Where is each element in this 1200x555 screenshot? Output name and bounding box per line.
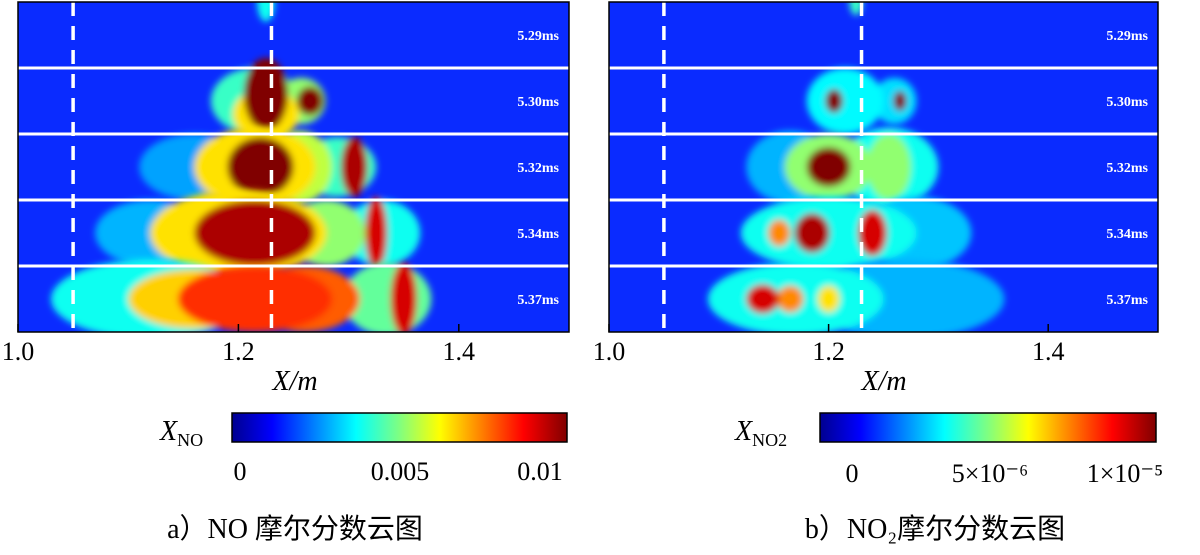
plot-frame bbox=[17, 1, 570, 333]
time-label: 5.34ms bbox=[517, 227, 559, 242]
colorbar-tick-label-b-2: 1×10⁻⁵ bbox=[1087, 459, 1163, 488]
heat-blob bbox=[746, 284, 780, 314]
colorbar-tick-label-a-2: 0.01 bbox=[517, 457, 563, 486]
colorbar-tick-label-b-1: 5×10⁻⁶ bbox=[952, 459, 1028, 488]
heat-blob bbox=[243, 58, 288, 131]
heat-blob bbox=[858, 209, 887, 257]
heat-blob bbox=[867, 134, 911, 200]
x-axis-b: 1.0 1.2 1.4 bbox=[593, 324, 1065, 366]
x-tick-label: 1.4 bbox=[1032, 337, 1065, 366]
heat-blob bbox=[177, 266, 333, 332]
x-axis-label-text-a: X/m bbox=[271, 366, 317, 397]
time-label: 5.32ms bbox=[517, 161, 559, 176]
panel-b: 5.29ms 5.30ms 5.32ms 5.34ms 5.37ms 1.0 1.2 1.4… bbox=[593, 1, 1163, 545]
heat-blob bbox=[893, 91, 907, 111]
heat-blob bbox=[365, 196, 388, 270]
heat-blob bbox=[340, 137, 368, 197]
time-label: 5.29ms bbox=[517, 29, 559, 44]
colorbar-label-b: XNO2 bbox=[734, 416, 787, 450]
x-axis-label-text-b: X/m bbox=[860, 366, 906, 397]
colorbar-label-main-a: X bbox=[159, 416, 178, 447]
x-tick-label: 1.0 bbox=[593, 337, 626, 366]
colorbar-tick-label-a-0: 0 bbox=[234, 457, 247, 486]
x-tick-label: 1.0 bbox=[2, 337, 35, 366]
caption-b: b）NO₂摩尔分数云图 bbox=[805, 513, 1065, 545]
colorbar-tick-label-a-1: 0.005 bbox=[371, 457, 430, 486]
heat-blob bbox=[849, 2, 863, 16]
colorbar-a bbox=[231, 412, 568, 443]
time-label: 5.30ms bbox=[517, 95, 559, 110]
colorbar-b bbox=[819, 412, 1157, 443]
time-label: 5.37ms bbox=[1106, 293, 1148, 308]
colorbar-label-main-b: X bbox=[734, 416, 753, 447]
heat-blob bbox=[768, 219, 791, 247]
time-label: 5.30ms bbox=[1106, 95, 1148, 110]
time-label: 5.37ms bbox=[517, 293, 559, 308]
heat-blob bbox=[806, 147, 851, 187]
time-label: 5.29ms bbox=[1106, 29, 1148, 44]
x-axis-label-a: X/m bbox=[271, 366, 317, 397]
heat-blob bbox=[806, 68, 884, 134]
heat-blob bbox=[794, 213, 830, 253]
colorbar-label-a: XNO bbox=[159, 416, 203, 450]
caption-a: a）NO 摩尔分数云图 bbox=[167, 513, 423, 545]
heatmap-plot-a: 5.29ms 5.30ms 5.32ms 5.34ms 5.37ms bbox=[17, 1, 570, 333]
colorbar-label-sub-a: NO bbox=[177, 430, 203, 450]
x-axis-label-b: X/m bbox=[860, 366, 906, 397]
heat-blob bbox=[817, 285, 840, 313]
colorbar-tick-label-b-0: 0 bbox=[846, 459, 859, 488]
x-axis-a: 1.0 1.2 1.4 bbox=[2, 324, 475, 366]
heatmap-plot-b: 5.29ms 5.30ms 5.32ms 5.34ms 5.37ms bbox=[608, 1, 1159, 333]
heat-blob bbox=[825, 89, 843, 113]
heat-blob bbox=[776, 285, 804, 313]
time-label: 5.32ms bbox=[1106, 161, 1148, 176]
plot-frame bbox=[608, 1, 1159, 333]
x-tick-label: 1.2 bbox=[812, 337, 845, 366]
time-label: 5.34ms bbox=[1106, 227, 1148, 242]
x-tick-label: 1.2 bbox=[222, 337, 255, 366]
heat-blob bbox=[227, 137, 294, 197]
heat-blob bbox=[296, 86, 324, 116]
heat-blob bbox=[194, 200, 316, 266]
colorbar-label-sub-b: NO2 bbox=[752, 430, 787, 450]
panel-a: 5.29ms 5.30ms 5.32ms 5.34ms 5.37ms 1.0 1.2 1.4… bbox=[2, 1, 570, 545]
heat-blob bbox=[390, 262, 417, 332]
x-tick-label: 1.4 bbox=[443, 337, 476, 366]
